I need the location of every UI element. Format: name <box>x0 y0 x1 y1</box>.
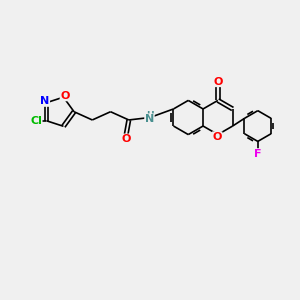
Text: O: O <box>213 76 223 87</box>
Text: O: O <box>60 91 70 101</box>
Text: N: N <box>40 96 50 106</box>
Text: O: O <box>121 134 130 144</box>
Text: O: O <box>213 132 222 142</box>
Text: F: F <box>254 149 262 159</box>
Text: H: H <box>146 111 154 120</box>
Text: N: N <box>145 114 154 124</box>
Text: Cl: Cl <box>30 116 42 126</box>
